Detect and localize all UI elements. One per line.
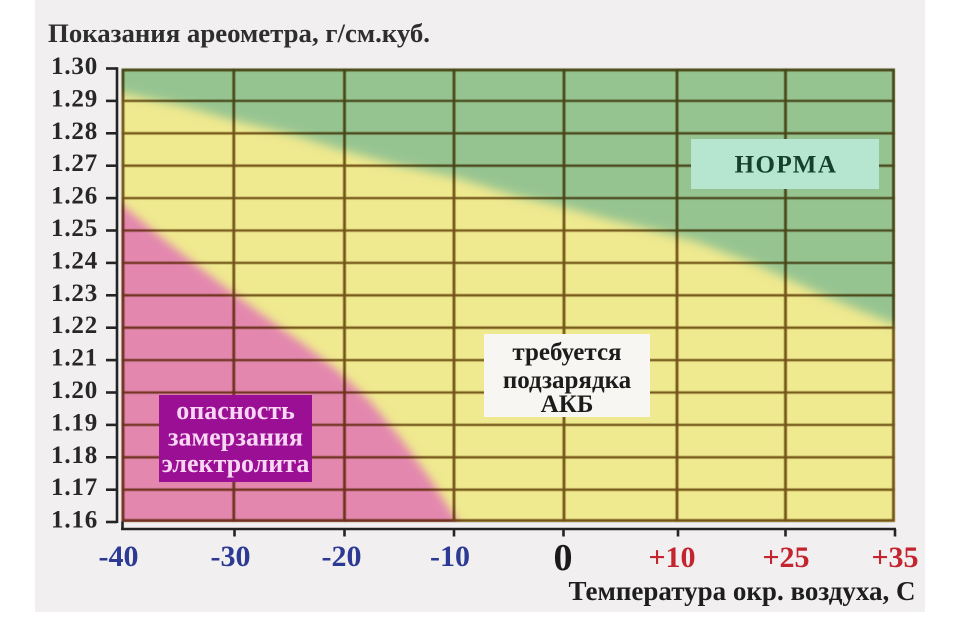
svg-text:АКБ: АКБ xyxy=(541,391,594,418)
svg-text:-20: -20 xyxy=(322,540,362,573)
svg-text:электролита: электролита xyxy=(162,449,310,478)
svg-text:замерзания: замерзания xyxy=(168,423,303,452)
svg-text:1.27: 1.27 xyxy=(51,150,98,177)
svg-text:+35: +35 xyxy=(871,541,918,574)
svg-text:1.26: 1.26 xyxy=(51,183,98,210)
svg-text:Показания ареометра, г/см.куб.: Показания ареометра, г/см.куб. xyxy=(48,18,430,48)
svg-text:1.24: 1.24 xyxy=(51,247,98,274)
svg-text:1.16: 1.16 xyxy=(51,507,98,534)
svg-text:1.30: 1.30 xyxy=(51,53,98,80)
svg-text:подзарядка: подзарядка xyxy=(503,367,632,394)
svg-text:1.22: 1.22 xyxy=(51,312,98,339)
svg-text:-10: -10 xyxy=(430,540,470,573)
svg-text:0: 0 xyxy=(554,537,573,579)
svg-text:-40: -40 xyxy=(99,540,139,573)
svg-text:1.28: 1.28 xyxy=(51,118,98,145)
svg-text:1.17: 1.17 xyxy=(51,474,98,501)
svg-text:1.20: 1.20 xyxy=(51,377,98,404)
svg-text:1.21: 1.21 xyxy=(51,345,98,372)
svg-text:Температура окр. воздуха, С: Температура окр. воздуха, С xyxy=(568,576,915,606)
svg-text:опасность: опасность xyxy=(176,396,295,425)
svg-text:-30: -30 xyxy=(211,540,251,573)
svg-text:1.19: 1.19 xyxy=(51,409,98,436)
svg-text:+25: +25 xyxy=(762,541,809,574)
svg-text:требуется: требуется xyxy=(512,339,621,366)
svg-text:1.23: 1.23 xyxy=(51,280,98,307)
svg-text:НОРМА: НОРМА xyxy=(735,152,838,179)
svg-text:1.29: 1.29 xyxy=(51,85,98,112)
svg-text:1.18: 1.18 xyxy=(51,442,98,469)
svg-text:+10: +10 xyxy=(648,541,695,574)
svg-text:1.25: 1.25 xyxy=(51,215,98,242)
